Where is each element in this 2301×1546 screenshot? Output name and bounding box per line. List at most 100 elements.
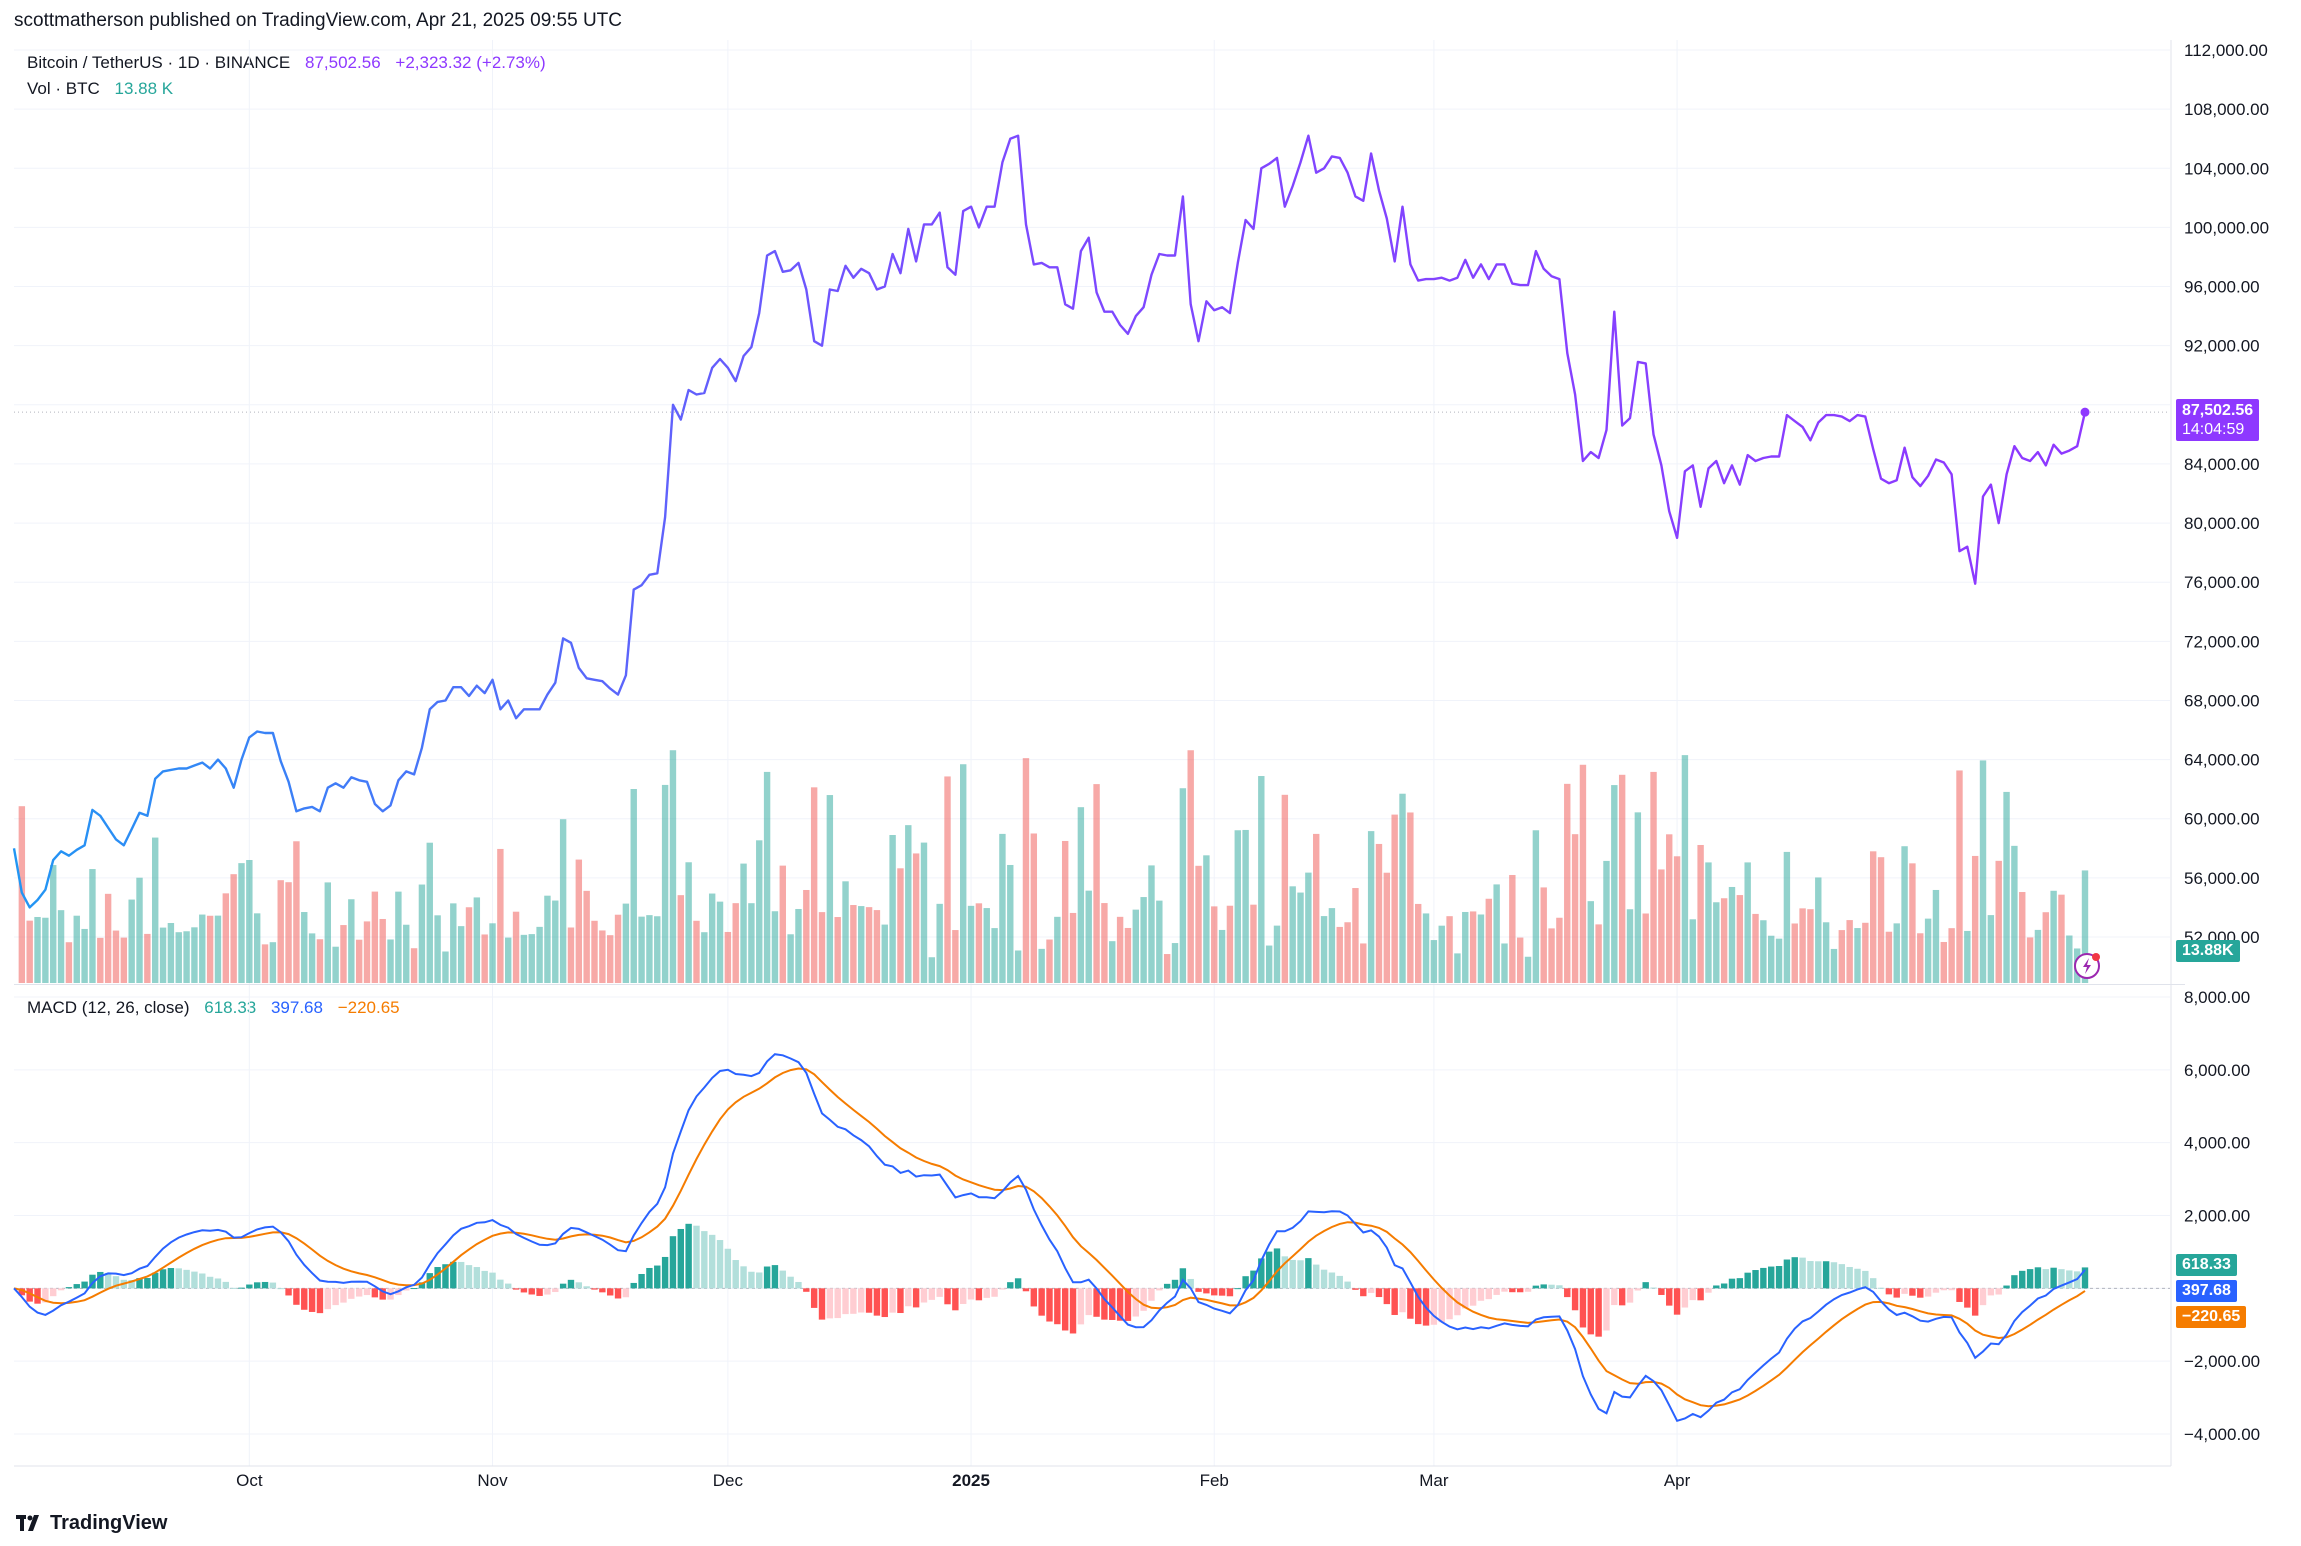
price-line — [12, 134, 2087, 909]
macd-histogram-bar — [842, 1288, 849, 1315]
macd-histogram-bar — [1603, 1288, 1610, 1331]
macd-histogram-bar — [803, 1288, 810, 1292]
macd-histogram-bar — [724, 1248, 732, 1289]
volume-bar — [418, 884, 426, 983]
volume-bar — [26, 920, 33, 983]
pane-divider[interactable] — [14, 984, 2185, 985]
volume-bar — [42, 917, 49, 983]
macd-histogram-bar — [1917, 1288, 1924, 1298]
macd-histogram-bar — [2019, 1270, 2026, 1289]
volume-bar — [1689, 919, 1696, 983]
macd-histogram-bar — [18, 1288, 26, 1296]
macd-tick-label: −4,000.00 — [2184, 1425, 2260, 1444]
macd-histogram-bar — [1226, 1288, 1234, 1297]
macd-histogram-bar — [1744, 1272, 1751, 1289]
volume-bar — [1548, 928, 1555, 983]
volume-bar — [269, 942, 277, 983]
volume-bar — [1744, 862, 1751, 983]
volume-bar — [1171, 943, 1179, 983]
volume-bar — [2050, 890, 2057, 983]
macd-histogram-bar — [1430, 1288, 1438, 1325]
macd-histogram-bar — [1673, 1288, 1681, 1315]
macd-histogram-bar — [489, 1272, 496, 1289]
volume-bar — [936, 903, 943, 983]
symbol-legend[interactable]: Bitcoin / TetherUS · 1D · BINANCE 87,502… — [27, 53, 556, 73]
volume-bar — [614, 914, 622, 983]
volume-bar — [293, 841, 300, 983]
volume-bar — [1281, 794, 1289, 983]
macd-histogram-bar — [50, 1288, 57, 1297]
volume-bar — [238, 863, 245, 983]
macd-histogram-bar — [960, 1288, 967, 1304]
volume-bar — [1352, 888, 1359, 983]
macd-histogram-bar — [1658, 1288, 1665, 1295]
volume-bar — [1838, 930, 1846, 983]
volume-bar — [1673, 856, 1681, 983]
macd-signal-tag: −220.65 — [2176, 1306, 2247, 1328]
volume-bar — [1234, 830, 1241, 983]
macd-tick-label: −2,000.00 — [2184, 1352, 2260, 1371]
volume-bar — [1964, 930, 1971, 983]
volume-bar — [97, 937, 104, 983]
tradingview-brand[interactable]: TradingView — [16, 1512, 167, 1535]
macd-hist-tag: 618.33 — [2176, 1254, 2237, 1276]
macd-histogram-bar — [1101, 1288, 1108, 1320]
macd-histogram-bar — [1901, 1288, 1908, 1294]
volume-bar — [748, 903, 755, 983]
volume-bar — [1289, 886, 1296, 983]
volume-bar — [960, 764, 967, 983]
volume-bar — [912, 853, 920, 983]
macd-histogram-bar — [810, 1288, 818, 1308]
volume-bar — [1540, 887, 1547, 983]
volume-bar — [1760, 920, 1767, 983]
volume-bar — [355, 939, 363, 983]
volume-bar — [975, 903, 983, 983]
macd-histogram-bar — [1540, 1284, 1547, 1289]
volume-bar — [2058, 894, 2065, 983]
macd-line-value: 397.68 — [270, 998, 323, 1017]
volume-bar — [1211, 906, 1218, 983]
volume-bar — [1140, 897, 1147, 983]
macd-line — [13, 1053, 2086, 1422]
macd-histogram-bar — [371, 1288, 379, 1298]
macd-histogram-bar — [1407, 1288, 1414, 1319]
macd-histogram-bar — [1281, 1256, 1289, 1289]
macd-histogram-bar — [559, 1283, 567, 1289]
volume-bar — [787, 934, 794, 983]
macd-histogram-bar — [1289, 1259, 1296, 1289]
macd-histogram-bar — [1807, 1261, 1814, 1289]
volume-bar — [2019, 892, 2026, 983]
macd-histogram-bar — [1187, 1278, 1194, 1289]
macd-histogram-bar — [253, 1282, 261, 1289]
volume-bar — [795, 908, 802, 983]
macd-histogram-bar — [1265, 1251, 1273, 1289]
macd-histogram-bar — [1987, 1288, 1995, 1296]
volume-bar — [928, 957, 936, 983]
macd-histogram-bar — [1195, 1288, 1202, 1292]
macd-histogram-bar — [1618, 1288, 1626, 1306]
volume-bar — [1509, 874, 1516, 983]
macd-histogram-bar — [136, 1278, 143, 1289]
volume-bar — [1328, 908, 1336, 983]
volume-bar — [2081, 870, 2089, 983]
volume-legend[interactable]: Vol · BTC 13.88 K — [27, 79, 183, 99]
macd-histogram-bar — [912, 1288, 920, 1308]
price-tick-label: 108,000.00 — [2184, 100, 2269, 119]
macd-histogram-bar — [97, 1271, 104, 1289]
volume-bar — [175, 932, 182, 983]
macd-histogram-bar — [1242, 1276, 1249, 1289]
volume-bar — [1383, 872, 1391, 983]
volume-bar — [1650, 771, 1657, 983]
macd-histogram-bar — [1007, 1282, 1014, 1289]
volume-bar — [112, 930, 120, 983]
macd-histogram-bar — [2050, 1267, 2057, 1289]
macd-histogram-bar — [1964, 1288, 1971, 1308]
macd-histogram-bar — [505, 1283, 512, 1289]
volume-bar — [199, 914, 206, 983]
macd-histogram-bar — [763, 1266, 771, 1289]
volume-bar — [1885, 931, 1893, 983]
volume-bar — [410, 948, 418, 983]
volume-bar — [771, 911, 779, 983]
macd-legend[interactable]: MACD (12, 26, close) 618.33 397.68 −220.… — [27, 998, 410, 1018]
